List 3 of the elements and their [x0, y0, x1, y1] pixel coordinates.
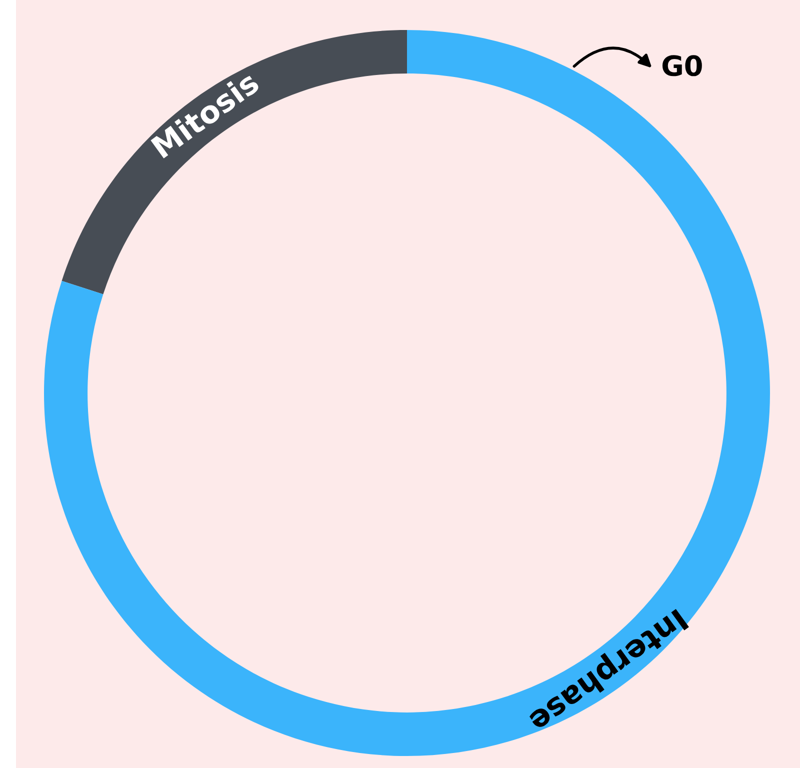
donut-slice	[62, 30, 407, 294]
text: G0	[662, 55, 702, 76]
donut-slice	[44, 30, 770, 756]
